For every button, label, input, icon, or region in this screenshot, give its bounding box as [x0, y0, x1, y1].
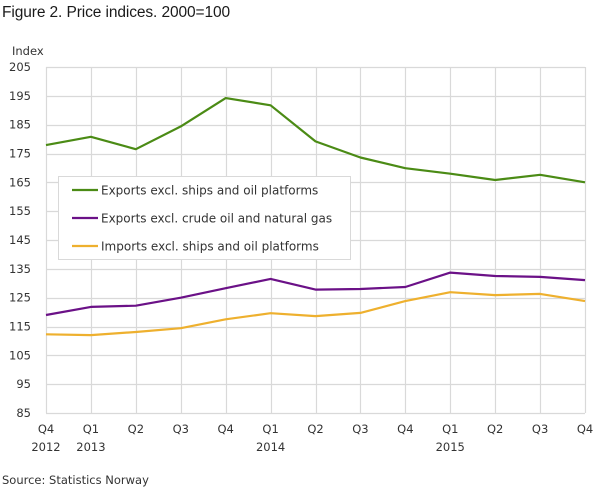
- x-tick-quarter: Q4: [397, 422, 413, 436]
- x-tick-year: 2012: [31, 440, 60, 454]
- x-tick-quarter: Q4: [217, 422, 233, 436]
- y-tick-label: 205: [9, 60, 31, 74]
- source-note: Source: Statistics Norway: [2, 473, 149, 487]
- x-tick-quarter: Q3: [173, 422, 189, 436]
- y-tick-label: 175: [9, 147, 31, 161]
- y-tick-label: 115: [9, 320, 31, 334]
- legend-label: Exports excl. crude oil and natural gas: [101, 212, 332, 226]
- legend-label: Imports excl. ships and oil platforms: [101, 240, 319, 254]
- y-tick-label: 185: [9, 118, 31, 132]
- y-tick-label: 195: [9, 89, 31, 103]
- series-line: [45, 271, 586, 317]
- x-tick-year: 2014: [256, 440, 285, 454]
- x-tick-quarter: Q3: [532, 422, 548, 436]
- x-tick-quarter: Q1: [262, 422, 278, 436]
- legend: Exports excl. ships and oil platforms Exp…: [58, 176, 351, 260]
- x-tick-quarter: Q2: [487, 422, 503, 436]
- x-axis-ticks: Q4 2012 Q1 2013 Q2 Q3 Q4 Q1 2014 Q2 Q3 Q4 Q1 2015 Q2 Q3…: [31, 422, 593, 454]
- x-tick-quarter: Q1: [442, 422, 458, 436]
- series-line: [45, 291, 586, 337]
- y-tick-label: 105: [9, 348, 31, 362]
- y-tick-label: 95: [16, 377, 31, 391]
- x-tick-quarter: Q4: [38, 422, 54, 436]
- x-tick-quarter: Q2: [128, 422, 144, 436]
- legend-box: [58, 176, 351, 260]
- x-tick-quarter: Q1: [83, 422, 99, 436]
- y-tick-label: 125: [9, 291, 31, 305]
- x-tick-year: 2013: [76, 440, 105, 454]
- series-line: [45, 96, 586, 184]
- y-axis-ticks: 85 95 105 115 125 135 145 155 165 175 185 195 205: [9, 60, 31, 420]
- series-lines: [45, 96, 586, 337]
- y-tick-label: 85: [16, 406, 31, 420]
- x-tick-year: 2015: [436, 440, 465, 454]
- y-tick-label: 155: [9, 204, 31, 218]
- x-tick-quarter: Q2: [307, 422, 323, 436]
- chart-title: Figure 2. Price indices. 2000=100: [2, 4, 231, 21]
- y-tick-label: 135: [9, 262, 31, 276]
- legend-label: Exports excl. ships and oil platforms: [101, 184, 318, 198]
- x-tick-quarter: Q3: [352, 422, 368, 436]
- x-tick-quarter: Q4: [577, 422, 593, 436]
- y-tick-label: 145: [9, 233, 31, 247]
- y-tick-label: 165: [9, 175, 31, 189]
- y-axis-label: Index: [12, 44, 44, 58]
